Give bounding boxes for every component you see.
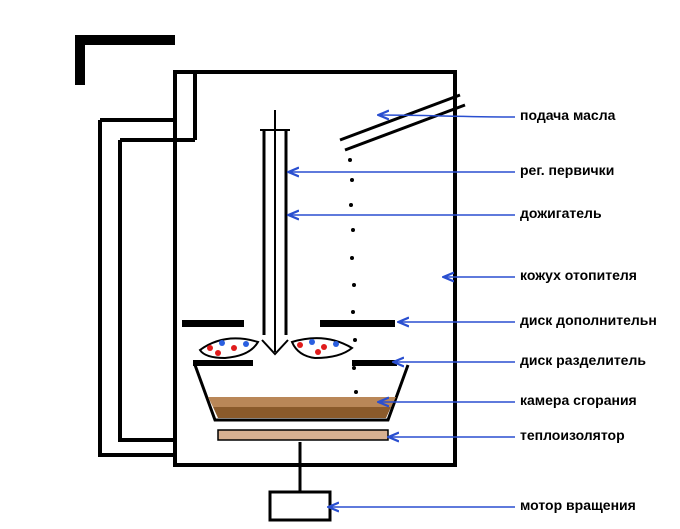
separator-disk: [193, 360, 397, 366]
label-primary-reg: рег. первички: [520, 162, 614, 178]
leader-lines: [290, 115, 515, 507]
extra-disk: [182, 320, 395, 327]
label-insulator: теплоизолятор: [520, 427, 625, 443]
label-afterburner: дожигатель: [520, 205, 602, 221]
combustion-chamber: [195, 365, 408, 420]
exhaust-pipe: [100, 72, 195, 455]
heater-diagram: подача масла рег. первички дожигатель ко…: [0, 0, 680, 529]
oil-drops: [348, 158, 360, 407]
oil-feed-pipe: [340, 95, 465, 150]
label-oil-feed: подача масла: [520, 107, 616, 123]
label-casing: кожух отопителя: [520, 267, 637, 283]
label-separator-disk: диск разделитель: [520, 352, 646, 368]
label-combustion-chamber: камера сгорания: [520, 392, 637, 408]
insulator: [218, 430, 388, 440]
afterburner-tube: [260, 110, 290, 354]
motor-assembly: [270, 442, 330, 520]
label-extra-disk: диск дополнительн: [520, 312, 657, 328]
label-motor: мотор вращения: [520, 497, 636, 513]
